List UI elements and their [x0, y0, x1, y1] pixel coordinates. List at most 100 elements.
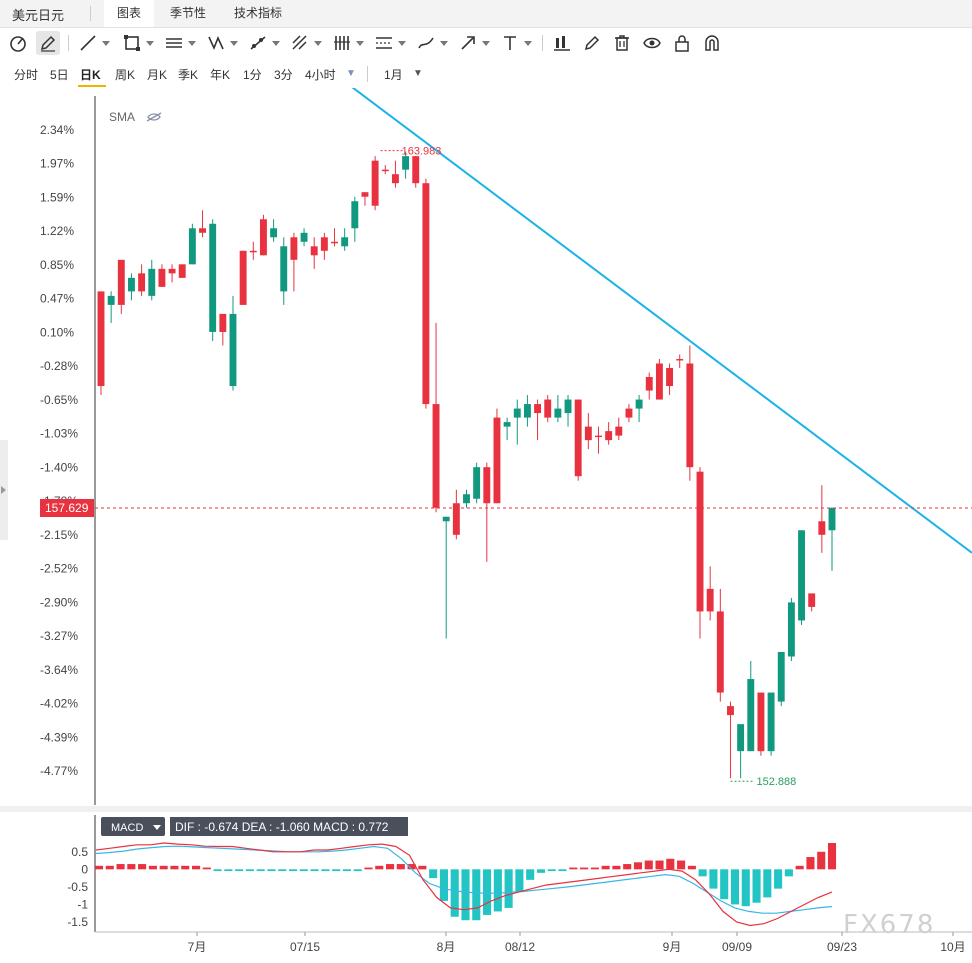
macd-tick-label: -1.5	[67, 915, 88, 929]
candle-body	[696, 471, 704, 612]
period-yearly[interactable]: 年K	[210, 68, 231, 82]
cursor-icon[interactable]	[8, 31, 28, 55]
period-quarterly[interactable]: 季K	[178, 68, 199, 82]
macd-histogram-bar	[375, 865, 384, 870]
y-tick-label: -2.15%	[40, 528, 78, 542]
macd-chevron-down-icon	[153, 825, 161, 830]
macd-histogram-bar	[817, 851, 826, 870]
candle-style-icon[interactable]	[552, 31, 572, 55]
macd-histogram-bar	[213, 869, 222, 872]
instrument-title: 美元日元	[12, 8, 65, 23]
plot-background	[95, 96, 972, 805]
text-icon[interactable]	[500, 31, 532, 55]
candle-body	[97, 291, 105, 387]
candle-body	[493, 417, 501, 504]
macd-histogram-bar	[94, 865, 104, 870]
price-chart: 2.34% 1.97% 1.59% 1.22% 0.85% 0.47% 0.10% -0.28…	[0, 69, 972, 954]
macd-histogram-bar	[720, 869, 729, 900]
macd-histogram-bar	[644, 860, 653, 870]
y-tick-label: -3.64%	[40, 663, 78, 677]
range-selector[interactable]: 1月	[384, 68, 403, 82]
ray-icon[interactable]	[248, 31, 280, 55]
macd-histogram-bar	[526, 869, 535, 880]
candle-body	[280, 246, 288, 292]
candle-body	[412, 156, 420, 184]
pane-divider	[0, 806, 972, 812]
macd-histogram-bar	[655, 860, 664, 870]
candle-body	[219, 313, 227, 332]
x-tick-label: 07/15	[290, 940, 320, 954]
arrow-icon[interactable]	[458, 31, 490, 55]
period-weekly[interactable]: 周K	[115, 68, 136, 82]
candle-body	[564, 399, 572, 414]
macd-histogram-bar	[353, 869, 362, 872]
magnet-icon[interactable]	[702, 31, 722, 55]
macd-readout: DIF : -0.674 DEA : -1.060 MACD : 0.772	[175, 820, 389, 834]
x-tick-label: 9月	[663, 940, 682, 954]
period-monthly[interactable]: 月K	[147, 68, 168, 82]
range-chevron-down-icon[interactable]: ▼	[413, 68, 423, 79]
fibonacci-icon[interactable]	[290, 31, 322, 55]
macd-histogram-bar	[418, 865, 427, 870]
candle-body	[595, 435, 602, 438]
candle-body	[818, 521, 826, 535]
more-periods-chevron-down-icon[interactable]: ▼	[346, 68, 356, 79]
line-icon[interactable]	[78, 31, 110, 55]
edit-icon[interactable]	[582, 31, 602, 55]
bars-icon[interactable]	[332, 31, 364, 55]
period-4hour[interactable]: 4小时	[305, 68, 336, 82]
period-1min[interactable]: 1分	[243, 68, 262, 82]
rectangle-icon[interactable]	[122, 31, 154, 55]
macd-histogram-bar	[784, 869, 793, 877]
candle-body	[351, 201, 359, 229]
candle-body	[828, 507, 836, 531]
brush-icon[interactable]	[416, 31, 448, 55]
y-tick-label: -4.77%	[40, 764, 78, 778]
candle-body	[290, 237, 298, 260]
macd-selector	[101, 817, 165, 836]
macd-tick-label: 0	[81, 862, 88, 876]
macd-histogram-bar	[364, 867, 373, 870]
candle-body	[452, 503, 460, 535]
macd-histogram-bar	[148, 865, 157, 870]
candle-body	[341, 237, 349, 247]
tab-seasonality[interactable]: 季节性	[169, 6, 206, 20]
macd-histogram-bar	[633, 862, 643, 870]
pencil-icon[interactable]	[36, 31, 60, 55]
macd-histogram-bar	[666, 858, 675, 870]
macd-histogram-bar	[321, 869, 330, 872]
macd-histogram-bar	[493, 869, 502, 912]
sidebar-toggle-handle[interactable]	[0, 440, 8, 540]
candle-body	[503, 422, 511, 427]
candle-body	[605, 431, 613, 441]
channel-icon[interactable]	[374, 31, 406, 55]
candle-body	[483, 467, 491, 504]
tab-technical-indicators[interactable]: 技术指标	[233, 6, 282, 20]
candle-body	[178, 264, 186, 278]
period-intraday[interactable]: 分时	[14, 68, 39, 82]
y-tick-label: 1.59%	[40, 190, 74, 204]
macd-selector-label: MACD	[111, 822, 143, 834]
pattern-icon[interactable]	[206, 31, 238, 55]
macd-histogram-bar	[256, 869, 265, 872]
candle-body	[117, 259, 125, 305]
macd-histogram-bar	[267, 869, 276, 872]
tab-chart[interactable]: 图表	[104, 0, 154, 27]
eye-icon[interactable]	[642, 31, 662, 55]
macd-histogram-bar	[601, 865, 610, 870]
macd-histogram-bar	[709, 869, 718, 889]
period-3min[interactable]: 3分	[274, 68, 293, 82]
macd-histogram-bar	[342, 869, 351, 872]
candle-body	[716, 611, 724, 693]
parallel-lines-icon[interactable]	[164, 31, 196, 55]
period-daily[interactable]: 日K	[80, 68, 101, 82]
candle-body	[107, 295, 115, 305]
candle-body	[320, 237, 328, 251]
active-period-indicator	[78, 85, 106, 87]
lock-icon[interactable]	[672, 31, 692, 55]
trash-icon[interactable]	[612, 31, 632, 55]
x-tick-label: 7月	[188, 940, 207, 954]
period-5day[interactable]: 5日	[50, 68, 69, 82]
candle-body	[473, 467, 481, 499]
macd-histogram-bar	[429, 869, 438, 879]
